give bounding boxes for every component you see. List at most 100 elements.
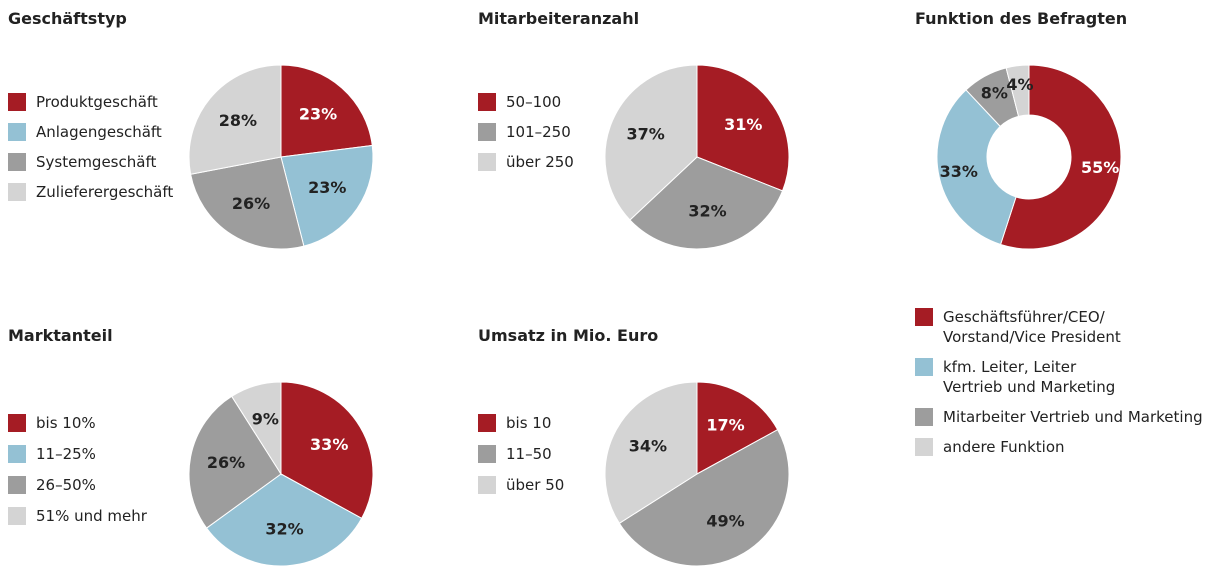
slice	[618, 428, 790, 567]
value-label: 26%	[232, 194, 270, 213]
legend-swatch	[8, 123, 26, 141]
legend-swatch	[8, 445, 26, 463]
value-label: 37%	[626, 124, 664, 143]
legend-label: Geschäftsführer/CEO/ Vorstand/Vice Presi…	[943, 308, 1121, 346]
legend: Geschäftsführer/CEO/ Vorstand/Vice Presi…	[915, 307, 1203, 457]
slice	[205, 473, 363, 567]
legend-item: über 50	[478, 475, 564, 495]
legend-item: 50–100	[478, 92, 574, 112]
legend-swatch	[915, 358, 933, 376]
legend: bis 10% 11–25% 26–50% 51% und mehr	[8, 413, 147, 526]
legend-item: Systemgeschäft	[8, 152, 173, 172]
chart-title: Umsatz in Mio. Euro	[478, 326, 659, 345]
slice	[231, 381, 282, 476]
legend-label: 26–50%	[36, 476, 96, 494]
value-label: 8%	[981, 83, 1008, 102]
legend-swatch	[8, 507, 26, 525]
slice	[936, 89, 1017, 246]
legend-swatch	[8, 414, 26, 432]
legend-label: kfm. Leiter, Leiter Vertrieb und Marketi…	[943, 358, 1116, 396]
legend-swatch	[915, 408, 933, 426]
legend-item: 101–250	[478, 122, 574, 142]
legend-label: 50–100	[506, 93, 562, 111]
value-label: 32%	[265, 519, 303, 538]
slice	[190, 156, 305, 250]
chart-title: Marktanteil	[8, 326, 113, 345]
legend-label: bis 10%	[36, 414, 96, 432]
legend: bis 10 11–50 über 50	[478, 413, 564, 495]
value-label: 4%	[1006, 75, 1033, 94]
legend-swatch	[8, 93, 26, 111]
legend-swatch	[478, 476, 496, 494]
slice	[1005, 64, 1030, 117]
legend-item: Anlagengeschäft	[8, 122, 173, 142]
legend: 50–100 101–250 über 250	[478, 92, 574, 172]
legend-swatch	[478, 445, 496, 463]
legend-item: Geschäftsführer/CEO/ Vorstand/Vice Presi…	[915, 307, 1203, 347]
slice	[604, 381, 698, 524]
legend-swatch	[8, 183, 26, 201]
legend-swatch	[478, 414, 496, 432]
legend-item: kfm. Leiter, Leiter Vertrieb und Marketi…	[915, 357, 1203, 397]
legend-label: 101–250	[506, 123, 571, 141]
slice	[999, 64, 1122, 250]
legend-label: Zulieferergeschäft	[36, 183, 174, 201]
legend-label: Systemgeschäft	[36, 153, 157, 171]
legend-label: Anlagengeschäft	[36, 123, 162, 141]
legend-label: über 50	[506, 476, 565, 494]
value-label: 33%	[940, 162, 978, 181]
slice	[188, 64, 282, 175]
legend-item: 11–25%	[8, 444, 147, 464]
legend-item: bis 10%	[8, 413, 147, 433]
legend-label: über 250	[506, 153, 574, 171]
legend-item: bis 10	[478, 413, 564, 433]
slice	[604, 64, 698, 221]
value-label: 9%	[252, 410, 279, 429]
value-label: 55%	[1081, 158, 1119, 177]
legend-item: Produktgeschäft	[8, 92, 173, 112]
legend-item: 11–50	[478, 444, 564, 464]
legend-label: 51% und mehr	[36, 507, 147, 525]
legend-label: Produktgeschäft	[36, 93, 158, 111]
legend-label: 11–25%	[36, 445, 96, 463]
value-label: 23%	[299, 104, 337, 123]
legend-item: Zulieferergeschäft	[8, 182, 173, 202]
slice	[280, 64, 373, 158]
legend-swatch	[8, 476, 26, 494]
slice	[280, 144, 374, 247]
legend-item: über 250	[478, 152, 574, 172]
slice	[696, 381, 779, 475]
value-label: 17%	[706, 415, 744, 434]
chart-title: Funktion des Befragten	[915, 9, 1128, 28]
legend-swatch	[478, 123, 496, 141]
legend-item: Mitarbeiter Vertrieb und Marketing	[915, 407, 1203, 427]
slice	[696, 64, 790, 192]
value-label: 26%	[207, 453, 245, 472]
legend-label: andere Funktion	[943, 438, 1065, 456]
legend-swatch	[8, 153, 26, 171]
value-label: 23%	[308, 178, 346, 197]
value-label: 49%	[706, 512, 744, 531]
value-label: 32%	[688, 202, 726, 221]
slice	[629, 156, 784, 250]
value-label: 34%	[629, 437, 667, 456]
legend-swatch	[478, 153, 496, 171]
legend-item: andere Funktion	[915, 437, 1203, 457]
value-label: 31%	[724, 115, 762, 134]
chart-title: Geschäftstyp	[8, 9, 127, 28]
legend-swatch	[915, 308, 933, 326]
legend-item: 26–50%	[8, 475, 147, 495]
legend: Produktgeschäft Anlagengeschäft Systemgesc…	[8, 92, 173, 202]
slice	[188, 395, 282, 529]
slice	[280, 381, 374, 520]
legend-label: Mitarbeiter Vertrieb und Marketing	[943, 408, 1203, 426]
legend-swatch	[915, 438, 933, 456]
legend-label: 11–50	[506, 445, 552, 463]
value-label: 33%	[310, 435, 348, 454]
legend-label: bis 10	[506, 414, 552, 432]
legend-swatch	[478, 93, 496, 111]
chart-title: Mitarbeiteranzahl	[478, 9, 640, 28]
legend-item: 51% und mehr	[8, 506, 147, 526]
